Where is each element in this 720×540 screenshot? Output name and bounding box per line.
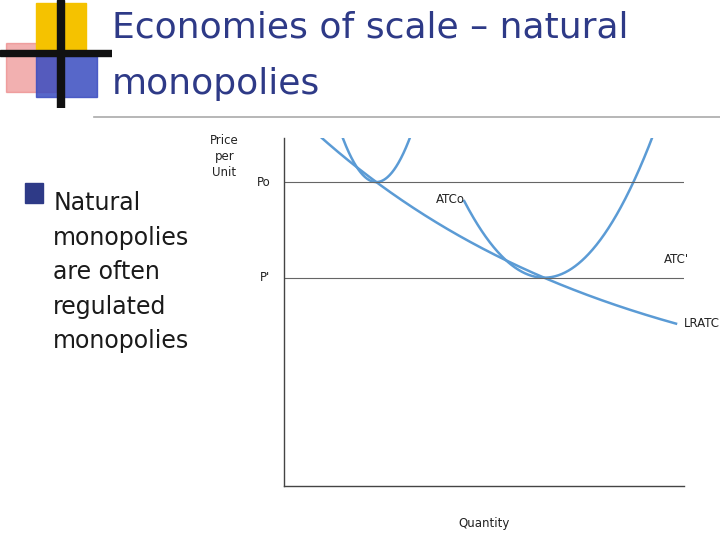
Bar bbox=[6, 43, 56, 92]
Bar bbox=[24, 183, 43, 203]
Bar bbox=[57, 0, 63, 108]
Text: Quantity: Quantity bbox=[459, 517, 510, 530]
Bar bbox=[36, 3, 86, 52]
Text: Economies of scale – natural: Economies of scale – natural bbox=[112, 11, 628, 45]
Bar bbox=[0, 50, 112, 56]
Text: Natural
monopolies
are often
regulated
monopolies: Natural monopolies are often regulated m… bbox=[53, 191, 189, 353]
Text: Po: Po bbox=[256, 176, 271, 188]
Text: ATC': ATC' bbox=[664, 253, 689, 266]
Text: P': P' bbox=[260, 271, 271, 284]
Text: LRATC: LRATC bbox=[684, 317, 720, 330]
Text: monopolies: monopolies bbox=[112, 67, 320, 101]
Bar bbox=[36, 56, 97, 97]
Text: ATCo: ATCo bbox=[436, 193, 465, 206]
Text: Price
per
Unit: Price per Unit bbox=[210, 134, 239, 179]
